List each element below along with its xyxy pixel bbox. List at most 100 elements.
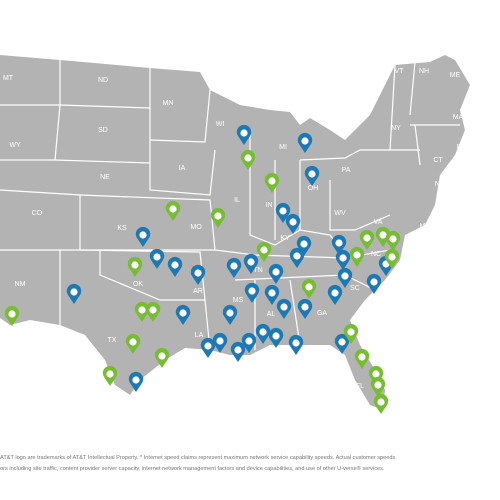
state-label: NH [419, 68, 429, 75]
state-label: VT [395, 68, 405, 75]
pin-center [149, 306, 157, 314]
pin-center [280, 303, 288, 311]
pin-center [279, 207, 287, 215]
pin-center [331, 289, 339, 297]
pin-center [372, 370, 380, 378]
state-label: ME [450, 72, 461, 79]
state-label: SC [350, 285, 360, 292]
pin-center [289, 218, 297, 226]
pin-center [339, 254, 347, 262]
pin-center [216, 337, 224, 345]
pin-center [106, 370, 114, 378]
state-label: DE [435, 203, 445, 210]
pin-center [379, 231, 387, 239]
state-label: FL [356, 383, 364, 390]
state-label: GA [317, 310, 327, 317]
pin-center [248, 287, 256, 295]
state-label: NJ [435, 181, 444, 188]
pin-center [272, 268, 280, 276]
state-label: TN [253, 267, 262, 274]
footer-line: AT&T logo are trademarks of AT&T Intelle… [0, 455, 395, 461]
state-label: MT [3, 75, 14, 82]
pin-center [139, 231, 147, 239]
state-label: PA [342, 167, 351, 174]
pin-center [70, 288, 78, 296]
state-label: WI [216, 121, 225, 128]
pin-center [171, 261, 179, 269]
pin-center [234, 346, 242, 354]
pin-center [260, 246, 268, 254]
state-label: VA [374, 219, 383, 226]
pin-center [301, 303, 309, 311]
pin-center [272, 332, 280, 340]
state-label: MO [190, 224, 202, 231]
pin-center [138, 306, 146, 314]
state-label: NM [15, 281, 26, 288]
us-map [0, 55, 470, 410]
pin-center [370, 278, 378, 286]
pin-center [245, 337, 253, 345]
pin-center [268, 177, 276, 185]
pin-center [374, 381, 382, 389]
state-label: CT [433, 157, 443, 164]
pin-center [226, 309, 234, 317]
state-label: WV [334, 210, 346, 217]
pin-center [353, 251, 361, 259]
state-label: SD [98, 127, 108, 134]
state-label: TX [108, 337, 117, 344]
pin-center [247, 258, 255, 266]
state-label: RI [457, 144, 464, 151]
state-label: IL [234, 197, 240, 204]
state-label: KS [117, 225, 127, 232]
pin-center [301, 137, 309, 145]
state-label: LA [195, 332, 204, 339]
pin-center [305, 283, 313, 291]
pin-center [389, 235, 397, 243]
footer-line: ors including site traffic, content prov… [0, 465, 385, 472]
state-label: IN [266, 202, 273, 209]
pin-center [335, 239, 343, 247]
pin-center [129, 338, 137, 346]
state-label: OH [308, 185, 319, 192]
state-label: MD [420, 223, 431, 230]
pin-center [214, 212, 222, 220]
state-label: NE [100, 174, 110, 181]
state-label: NY [391, 125, 401, 132]
pin-center [259, 328, 267, 336]
pin-center [194, 269, 202, 277]
pin-center [132, 376, 140, 384]
state-label: WY [9, 142, 21, 149]
state-label: MI [279, 144, 287, 151]
state-label: MS [233, 297, 244, 304]
pin-center [292, 339, 300, 347]
state-label: CO [32, 210, 43, 217]
state-label: IA [179, 165, 186, 172]
state-label: ND [98, 77, 108, 84]
pin-center [169, 205, 177, 213]
pin-center [388, 253, 396, 261]
pin-center [358, 353, 366, 361]
pin-center [131, 261, 139, 269]
pin-center [363, 234, 371, 242]
pin-center [153, 253, 161, 261]
pin-center [308, 170, 316, 178]
pin-center [293, 252, 301, 260]
pin-center [347, 328, 355, 336]
state-label: MA [453, 114, 464, 121]
state-label: MN [163, 100, 174, 107]
pin-center [240, 129, 248, 137]
pin-center [158, 352, 166, 360]
pin-center [377, 398, 385, 406]
pin-center [268, 289, 276, 297]
pin-center [244, 154, 252, 162]
pin-center [341, 272, 349, 280]
pin-center [179, 309, 187, 317]
pin-center [338, 338, 346, 346]
state-label: NC [371, 251, 381, 258]
state-label: AR [193, 288, 203, 295]
pin-center [204, 342, 212, 350]
state-label: AL [267, 311, 276, 318]
pin-center [300, 240, 308, 248]
pin-center [8, 310, 16, 318]
state-label: OK [133, 281, 143, 288]
